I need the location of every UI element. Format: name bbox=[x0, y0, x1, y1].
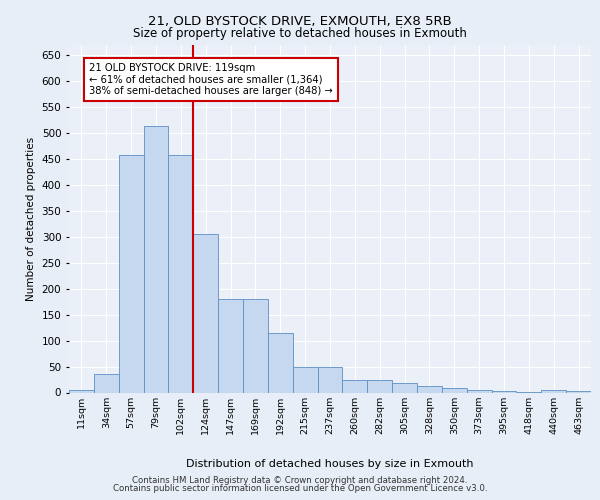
Text: 21, OLD BYSTOCK DRIVE, EXMOUTH, EX8 5RB: 21, OLD BYSTOCK DRIVE, EXMOUTH, EX8 5RB bbox=[148, 15, 452, 28]
Bar bbox=[392, 383, 417, 392]
Bar bbox=[417, 386, 442, 392]
Text: Size of property relative to detached houses in Exmouth: Size of property relative to detached ho… bbox=[133, 28, 467, 40]
Bar bbox=[541, 390, 566, 392]
Bar bbox=[169, 156, 193, 392]
Text: Contains HM Land Registry data © Crown copyright and database right 2024.: Contains HM Land Registry data © Crown c… bbox=[132, 476, 468, 485]
Bar bbox=[243, 299, 268, 392]
Bar bbox=[367, 380, 392, 392]
Text: Distribution of detached houses by size in Exmouth: Distribution of detached houses by size … bbox=[186, 459, 474, 469]
Bar bbox=[218, 299, 243, 392]
Bar bbox=[94, 374, 119, 392]
Y-axis label: Number of detached properties: Number of detached properties bbox=[26, 136, 36, 301]
Bar bbox=[69, 390, 94, 392]
Bar bbox=[343, 380, 367, 392]
Bar bbox=[268, 333, 293, 392]
Bar bbox=[193, 234, 218, 392]
Bar bbox=[143, 126, 169, 392]
Text: 21 OLD BYSTOCK DRIVE: 119sqm
← 61% of detached houses are smaller (1,364)
38% of: 21 OLD BYSTOCK DRIVE: 119sqm ← 61% of de… bbox=[89, 63, 332, 96]
Bar bbox=[317, 366, 343, 392]
Bar bbox=[119, 156, 143, 392]
Text: Contains public sector information licensed under the Open Government Licence v3: Contains public sector information licen… bbox=[113, 484, 487, 493]
Bar bbox=[467, 390, 491, 392]
Bar bbox=[442, 388, 467, 392]
Bar bbox=[293, 366, 317, 392]
